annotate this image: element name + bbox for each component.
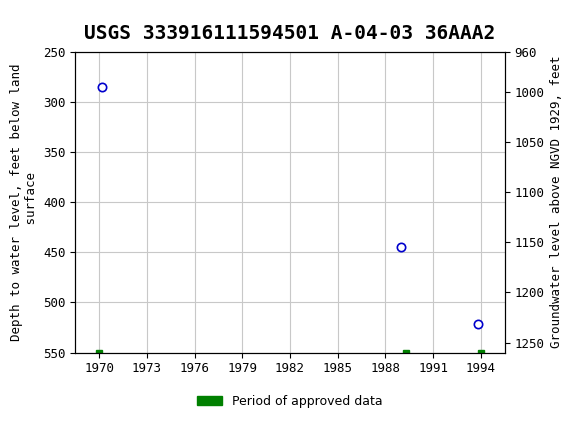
- Text: USGS 333916111594501 A-04-03 36AAA2: USGS 333916111594501 A-04-03 36AAA2: [84, 24, 496, 43]
- Text: ≡USGS: ≡USGS: [3, 10, 57, 28]
- Legend: Period of approved data: Period of approved data: [192, 390, 388, 412]
- Y-axis label: Depth to water level, feet below land
 surface: Depth to water level, feet below land su…: [10, 63, 38, 341]
- Y-axis label: Groundwater level above NGVD 1929, feet: Groundwater level above NGVD 1929, feet: [550, 56, 563, 348]
